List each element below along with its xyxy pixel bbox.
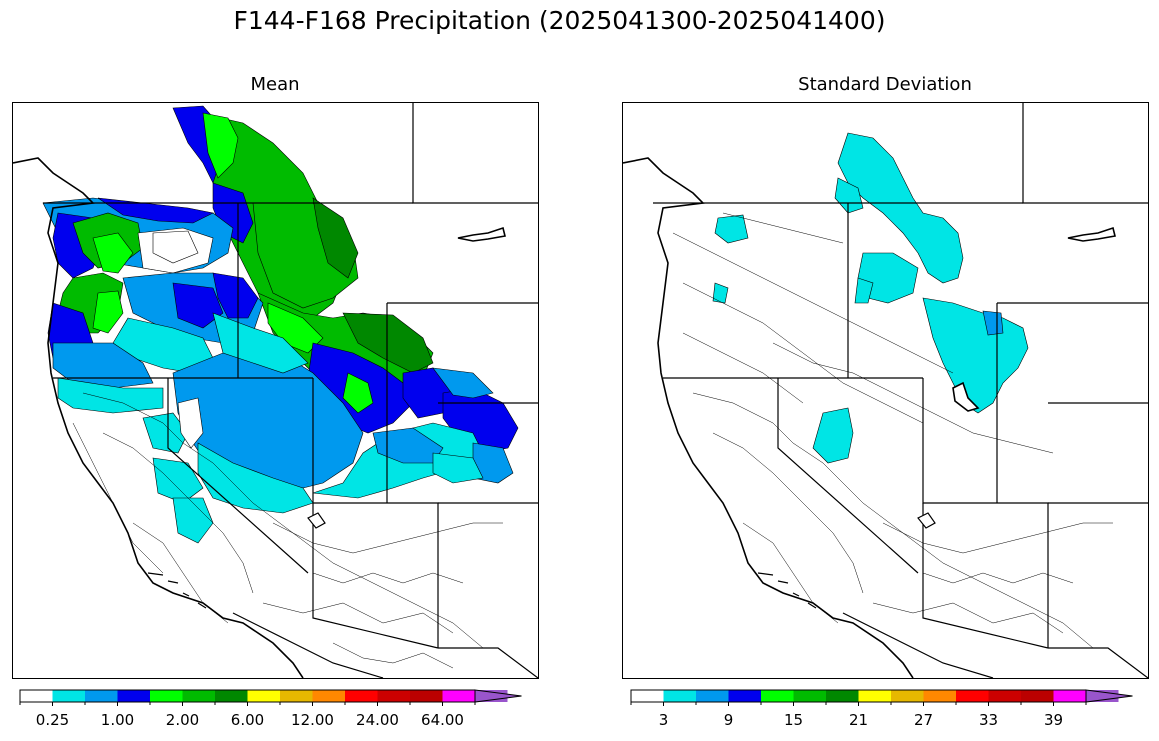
colorbar-tick-label: 1.00	[100, 711, 135, 729]
colorbar-tick-label: 64.00	[421, 711, 464, 729]
stddev-basin-fills	[712, 132, 1029, 464]
colorbar-segment	[20, 690, 53, 702]
colorbar-segment	[696, 690, 729, 702]
mean-colorbar-svg	[19, 689, 522, 706]
colorbar-segment	[1053, 690, 1086, 702]
colorbar-tick-label: 6.00	[230, 711, 265, 729]
mean-islands	[147, 572, 207, 609]
colorbar-tick-label: 12.00	[291, 711, 334, 729]
colorbar-tick-label: 24.00	[356, 711, 399, 729]
colorbar-segment	[117, 690, 150, 702]
stddev-islands	[757, 572, 817, 609]
mean-lake-flathead	[457, 226, 506, 242]
colorbar-segment	[923, 690, 956, 702]
figure-title: F144-F168 Precipitation (2025041300-2025…	[233, 6, 886, 35]
colorbar-tick-label: 0.25	[35, 711, 70, 729]
colorbar-tick-label: 21	[848, 711, 869, 729]
mean-map[interactable]	[12, 102, 539, 679]
colorbar-tick-label: 9	[723, 711, 734, 729]
mean-map-canvas	[13, 103, 538, 678]
colorbar-extend-arrow	[474, 689, 522, 703]
colorbar-segment	[631, 690, 664, 702]
colorbar-segment	[728, 690, 761, 702]
colorbar-segment	[280, 690, 313, 702]
colorbar-segment	[182, 690, 215, 702]
colorbar-tick-label: 2.00	[165, 711, 200, 729]
colorbar-segment	[663, 690, 696, 702]
mean-panel-title: Mean	[250, 74, 300, 95]
stddev-state-borders	[653, 103, 1148, 678]
stddev-colorbar-svg	[630, 689, 1133, 706]
stddev-map[interactable]	[622, 102, 1149, 679]
colorbar-segment	[826, 690, 859, 702]
colorbar-segment	[761, 690, 794, 702]
colorbar-segment	[377, 690, 410, 702]
colorbar-segment	[215, 690, 248, 702]
colorbar-segment	[891, 690, 924, 702]
stddev-lake-great-salt	[952, 381, 980, 412]
colorbar-segment	[52, 690, 85, 702]
stddev-lake-flathead	[1067, 226, 1116, 242]
colorbar-segment	[345, 690, 378, 702]
stddev-lake-salton	[917, 512, 936, 529]
colorbar-tick-label: 33	[978, 711, 999, 729]
colorbar-extend-arrow	[1085, 689, 1133, 703]
mean-basin-fills	[42, 105, 519, 544]
colorbar-segment	[150, 690, 183, 702]
stddev-colorbar	[630, 689, 1142, 707]
colorbar-segment	[442, 690, 475, 702]
colorbar-segment	[858, 690, 891, 702]
colorbar-segment	[247, 690, 280, 702]
colorbar-tick-label: 39	[1043, 711, 1064, 729]
colorbar-segment	[410, 690, 443, 702]
mean-colorbar	[19, 689, 531, 707]
colorbar-segment	[1021, 690, 1054, 702]
colorbar-segment	[956, 690, 989, 702]
colorbar-segment	[312, 690, 345, 702]
colorbar-segment	[85, 690, 118, 702]
stddev-coastline	[623, 157, 914, 678]
mean-state-borders	[43, 103, 538, 678]
stddev-map-canvas	[623, 103, 1148, 678]
mean-coastline	[13, 157, 304, 678]
colorbar-tick-label: 3	[658, 711, 669, 729]
stddev-panel-title: Standard Deviation	[798, 74, 972, 95]
colorbar-segment	[793, 690, 826, 702]
colorbar-tick-label: 15	[783, 711, 804, 729]
colorbar-segment	[988, 690, 1021, 702]
colorbar-tick-label: 27	[913, 711, 934, 729]
mean-lake-salton	[307, 512, 326, 529]
